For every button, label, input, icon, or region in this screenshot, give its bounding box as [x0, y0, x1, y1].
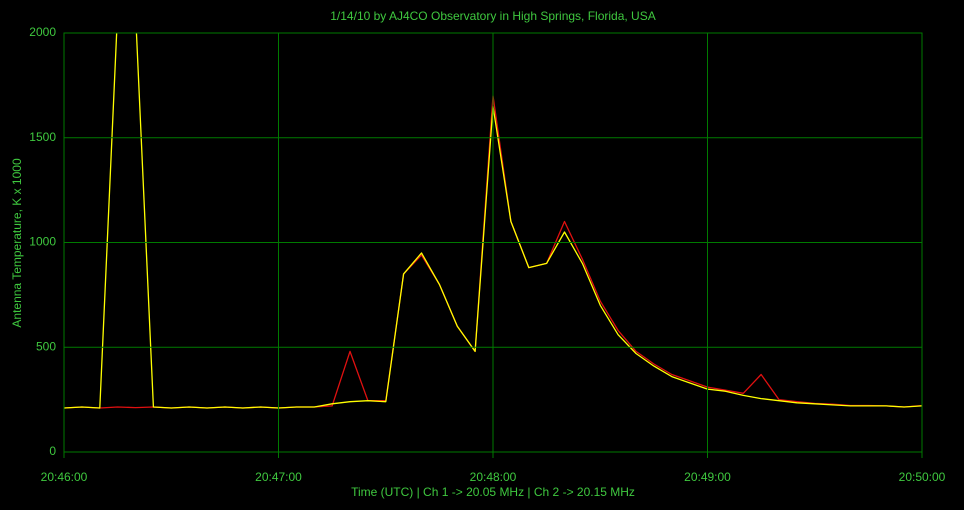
- x-axis-label: Time (UTC) | Ch 1 -> 20.05 MHz | Ch 2 ->…: [351, 485, 635, 499]
- x-tick-label: 20:49:00: [684, 470, 731, 484]
- x-tick-label: 20:48:00: [470, 470, 517, 484]
- y-tick-label: 1000: [29, 235, 56, 249]
- y-tick-label: 500: [36, 339, 56, 353]
- chart-title: 1/14/10 by AJ4CO Observatory in High Spr…: [330, 9, 655, 23]
- y-tick-label: 2000: [29, 25, 56, 39]
- x-tick-label: 20:46:00: [41, 470, 88, 484]
- y-axis-label: Antenna Temperature, K x 1000: [10, 158, 24, 328]
- y-tick-label: 1500: [29, 130, 56, 144]
- y-tick-label: 0: [49, 444, 56, 458]
- x-tick-label: 20:50:00: [899, 470, 946, 484]
- x-tick-label: 20:47:00: [255, 470, 302, 484]
